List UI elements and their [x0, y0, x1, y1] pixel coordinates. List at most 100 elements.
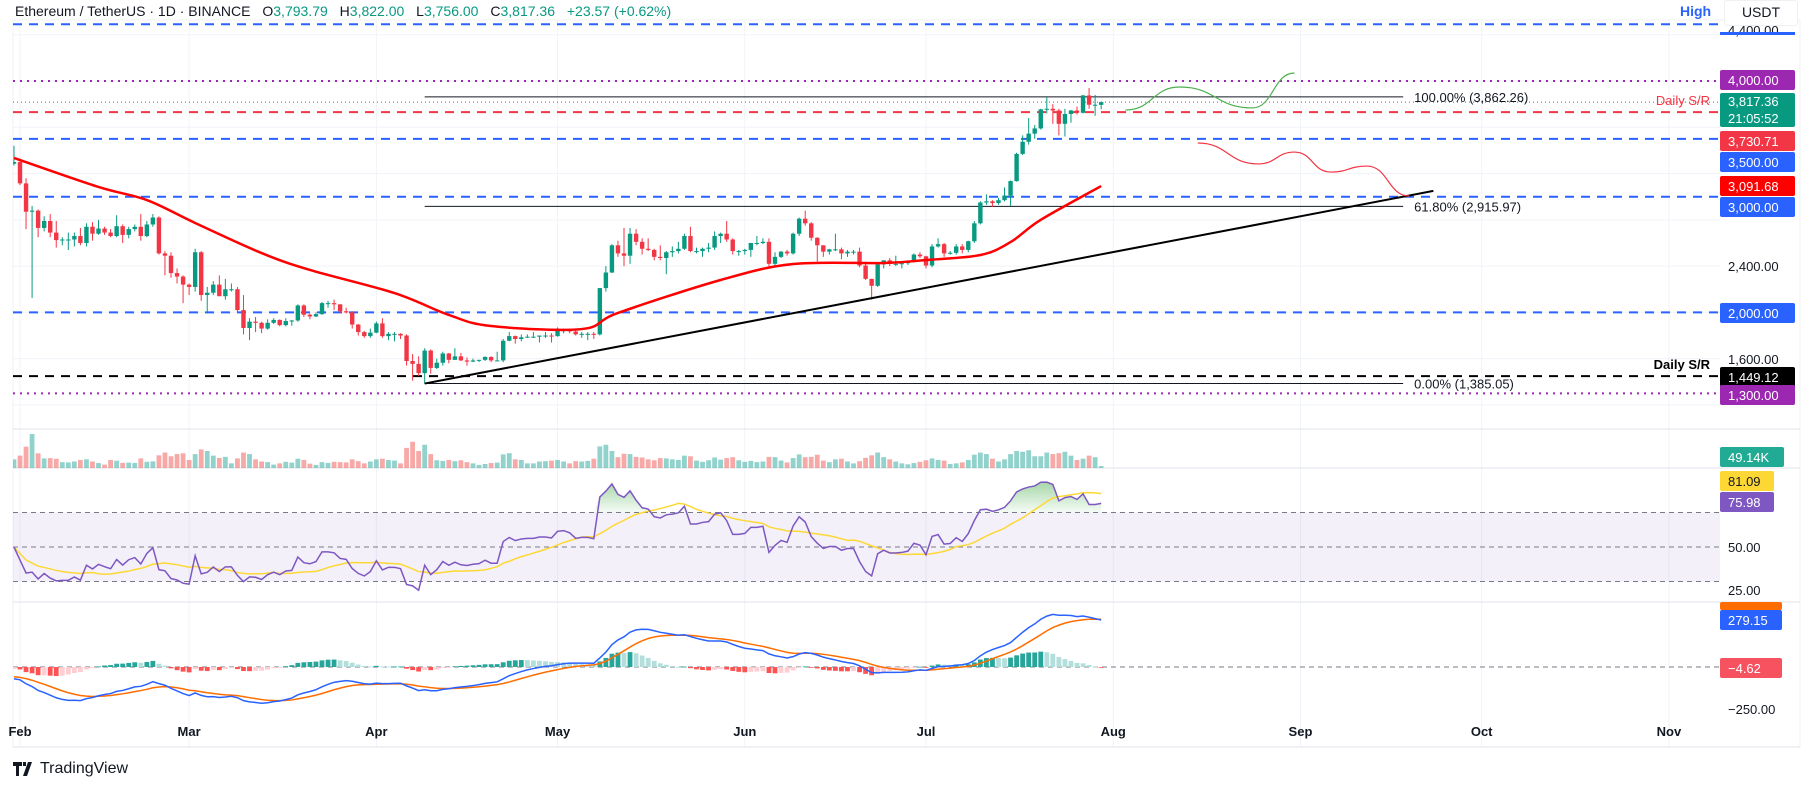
candle[interactable] [712, 231, 717, 250]
candle[interactable] [639, 238, 645, 255]
candle[interactable] [652, 248, 657, 261]
candle[interactable] [839, 247, 844, 260]
candle[interactable] [482, 356, 488, 361]
candle[interactable] [126, 226, 131, 239]
candle[interactable] [217, 275, 222, 297]
tradingview-logo[interactable]: TradingView [13, 760, 128, 778]
candle[interactable] [603, 266, 609, 292]
candle[interactable] [941, 242, 947, 257]
candle[interactable] [513, 335, 518, 344]
candle[interactable] [778, 251, 784, 259]
candle[interactable] [1026, 118, 1031, 145]
candle[interactable] [718, 232, 723, 243]
candle[interactable] [295, 304, 301, 322]
candle[interactable] [706, 242, 711, 253]
candle[interactable] [368, 328, 373, 338]
axis-price-label[interactable] [1720, 602, 1782, 610]
axis-price-label[interactable]: 49.14K [1720, 447, 1784, 467]
candle[interactable] [742, 248, 747, 255]
candle[interactable] [168, 252, 174, 278]
candle[interactable] [960, 244, 965, 254]
candle[interactable] [114, 215, 119, 238]
candle[interactable] [1038, 108, 1043, 130]
candle[interactable] [235, 286, 240, 313]
axis-price-label[interactable]: 81.09 [1720, 471, 1774, 491]
candle[interactable] [730, 238, 735, 255]
candle[interactable] [845, 249, 850, 257]
candle[interactable] [392, 332, 397, 342]
candle[interactable] [760, 238, 766, 245]
candle[interactable] [990, 200, 995, 208]
candle[interactable] [416, 356, 421, 377]
candle[interactable] [199, 251, 204, 301]
candle[interactable] [374, 321, 379, 334]
candle[interactable] [404, 334, 409, 366]
candle[interactable] [494, 351, 500, 362]
candle[interactable] [350, 311, 355, 329]
axis-price-label[interactable]: −4.62 [1720, 658, 1782, 678]
candle[interactable] [766, 238, 772, 269]
candle[interactable] [362, 330, 367, 338]
candle[interactable] [331, 299, 337, 311]
candle[interactable] [809, 222, 814, 241]
candle[interactable] [1056, 108, 1062, 136]
candle[interactable] [658, 245, 663, 261]
candle[interactable] [796, 217, 802, 237]
candle[interactable] [410, 354, 415, 381]
candle[interactable] [893, 255, 898, 267]
candle[interactable] [458, 352, 464, 361]
axis-price-label[interactable]: 3,730.71 [1720, 131, 1795, 151]
candle[interactable] [954, 244, 959, 255]
candle[interactable] [205, 286, 210, 314]
candle[interactable] [863, 261, 868, 281]
candle[interactable] [507, 332, 512, 342]
candle[interactable] [917, 252, 923, 259]
candle[interactable] [1044, 97, 1049, 114]
axis-price-label[interactable]: 279.15 [1720, 610, 1782, 630]
candle[interactable] [72, 232, 77, 247]
candle[interactable] [996, 197, 1001, 205]
candle[interactable] [1098, 101, 1104, 110]
candle[interactable] [247, 318, 252, 341]
candle[interactable] [283, 318, 288, 327]
candle[interactable] [144, 220, 150, 238]
candle[interactable] [60, 237, 65, 246]
candle[interactable] [935, 238, 941, 248]
candle[interactable] [29, 205, 35, 298]
axis-price-label[interactable]: 2,000.00 [1720, 303, 1795, 323]
candle[interactable] [815, 237, 820, 262]
candle[interactable] [531, 332, 536, 338]
candle[interactable] [488, 356, 494, 363]
candle[interactable] [162, 251, 168, 276]
candle[interactable] [1014, 152, 1019, 182]
candle[interactable] [398, 333, 403, 340]
candle[interactable] [682, 233, 687, 250]
candle[interactable] [84, 223, 89, 247]
candle[interactable] [827, 248, 832, 255]
candle[interactable] [120, 224, 125, 243]
bullish-projection-path[interactable] [1125, 72, 1295, 111]
axis-price-label[interactable]: 3,000.00 [1720, 197, 1795, 217]
axis-price-label[interactable]: 4,000.00 [1720, 70, 1795, 90]
candle[interactable] [66, 232, 71, 250]
candle[interactable] [464, 357, 470, 366]
symbol-legend[interactable]: Ethereum / TetherUS · 1D · BINANCE O3,79… [15, 3, 671, 19]
candle[interactable] [470, 358, 476, 363]
candle[interactable] [875, 262, 880, 287]
candle[interactable] [229, 283, 234, 292]
candle[interactable] [54, 220, 59, 248]
candle[interactable] [186, 283, 192, 296]
candle[interactable] [1086, 87, 1092, 109]
candle[interactable] [102, 226, 107, 235]
candle[interactable] [289, 319, 294, 326]
candle[interactable] [929, 244, 935, 268]
candle[interactable] [12, 145, 17, 166]
candle[interactable] [422, 348, 427, 384]
candle[interactable] [90, 222, 95, 241]
candle[interactable] [17, 158, 23, 186]
candle[interactable] [132, 224, 137, 232]
candle[interactable] [947, 251, 953, 255]
candle[interactable] [150, 214, 156, 227]
axis-price-label[interactable]: 3,500.00 [1720, 152, 1795, 172]
